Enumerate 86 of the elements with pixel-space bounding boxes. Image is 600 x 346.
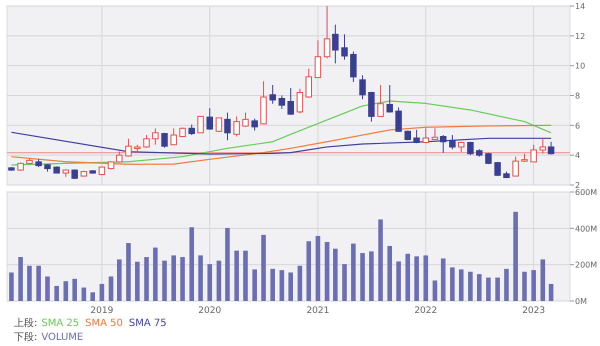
bar <box>162 260 167 301</box>
bar <box>369 251 374 301</box>
bar <box>414 256 419 301</box>
text: 上段: <box>14 317 38 329</box>
line-series <box>10 124 552 165</box>
bar <box>54 286 59 301</box>
x-tick-label: 2022 <box>414 306 438 316</box>
bar <box>306 241 312 301</box>
text: 下段: <box>14 331 38 343</box>
line-series <box>10 132 552 155</box>
bar <box>45 276 50 301</box>
bar <box>351 244 356 301</box>
bar <box>432 280 438 301</box>
bar <box>387 246 392 301</box>
bar <box>72 278 77 301</box>
bar <box>280 270 284 301</box>
text: SMA 75 <box>128 318 167 329</box>
y-tick-label: 8 <box>575 92 580 100</box>
bar <box>450 267 455 301</box>
bar <box>180 257 185 301</box>
bar <box>207 264 212 301</box>
bar <box>440 258 446 301</box>
bar <box>243 250 248 301</box>
text: SMA 25 <box>41 318 80 329</box>
bar <box>495 278 500 301</box>
y-tick-label: 12 <box>575 32 586 41</box>
bar <box>90 292 96 301</box>
y-tick-label: 2 <box>575 181 580 190</box>
bar <box>288 272 294 301</box>
bar <box>531 270 536 301</box>
bar <box>144 257 149 301</box>
bar <box>378 219 383 301</box>
bar <box>18 257 23 301</box>
bar <box>342 264 347 301</box>
bar <box>261 234 266 301</box>
bar <box>522 272 527 301</box>
bar <box>189 227 194 301</box>
bar <box>396 261 401 301</box>
y-tick-label: 6 <box>575 121 580 130</box>
bar <box>513 212 518 301</box>
y-tick-label: 14 <box>575 2 586 11</box>
bar <box>9 272 14 301</box>
x-tick-label: 2019 <box>90 306 114 316</box>
bar <box>468 272 473 301</box>
x-tick-label: 2023 <box>522 306 546 316</box>
y-tick-label: 600M <box>575 188 598 197</box>
bar <box>324 242 330 301</box>
bar <box>333 248 338 301</box>
x-tick-label: 2020 <box>198 306 222 316</box>
bar <box>476 274 482 301</box>
y-tick-label: 0M <box>575 297 588 306</box>
bar <box>27 266 32 301</box>
text: SMA 50 <box>85 318 123 329</box>
bar <box>270 268 275 301</box>
bar <box>82 288 86 301</box>
y-tick-label: 4 <box>575 151 580 160</box>
bar <box>540 259 546 301</box>
bar <box>405 254 410 301</box>
bar <box>135 262 140 301</box>
y-tick-label: 10 <box>575 62 586 71</box>
bar <box>298 266 302 301</box>
bar <box>198 255 203 301</box>
y-tick-label: 400M <box>575 224 598 234</box>
bar <box>360 253 365 301</box>
line-series <box>10 100 552 166</box>
bar <box>171 255 176 301</box>
bar <box>100 284 104 301</box>
bar <box>458 269 464 301</box>
bar <box>548 284 554 301</box>
bar <box>225 228 230 301</box>
bar <box>117 259 122 301</box>
text: VOLUME <box>41 332 84 343</box>
bar <box>108 276 114 301</box>
bar <box>36 266 41 301</box>
bar <box>252 269 257 301</box>
bar <box>486 278 491 301</box>
bar <box>126 243 131 301</box>
bar <box>316 236 320 301</box>
bar <box>153 248 158 301</box>
y-tick-label: 200M <box>575 260 598 270</box>
bar <box>234 250 239 301</box>
bar <box>64 281 68 301</box>
bar <box>216 260 222 301</box>
x-tick-label: 2021 <box>306 306 330 316</box>
bar <box>504 268 509 301</box>
bar <box>423 255 428 301</box>
